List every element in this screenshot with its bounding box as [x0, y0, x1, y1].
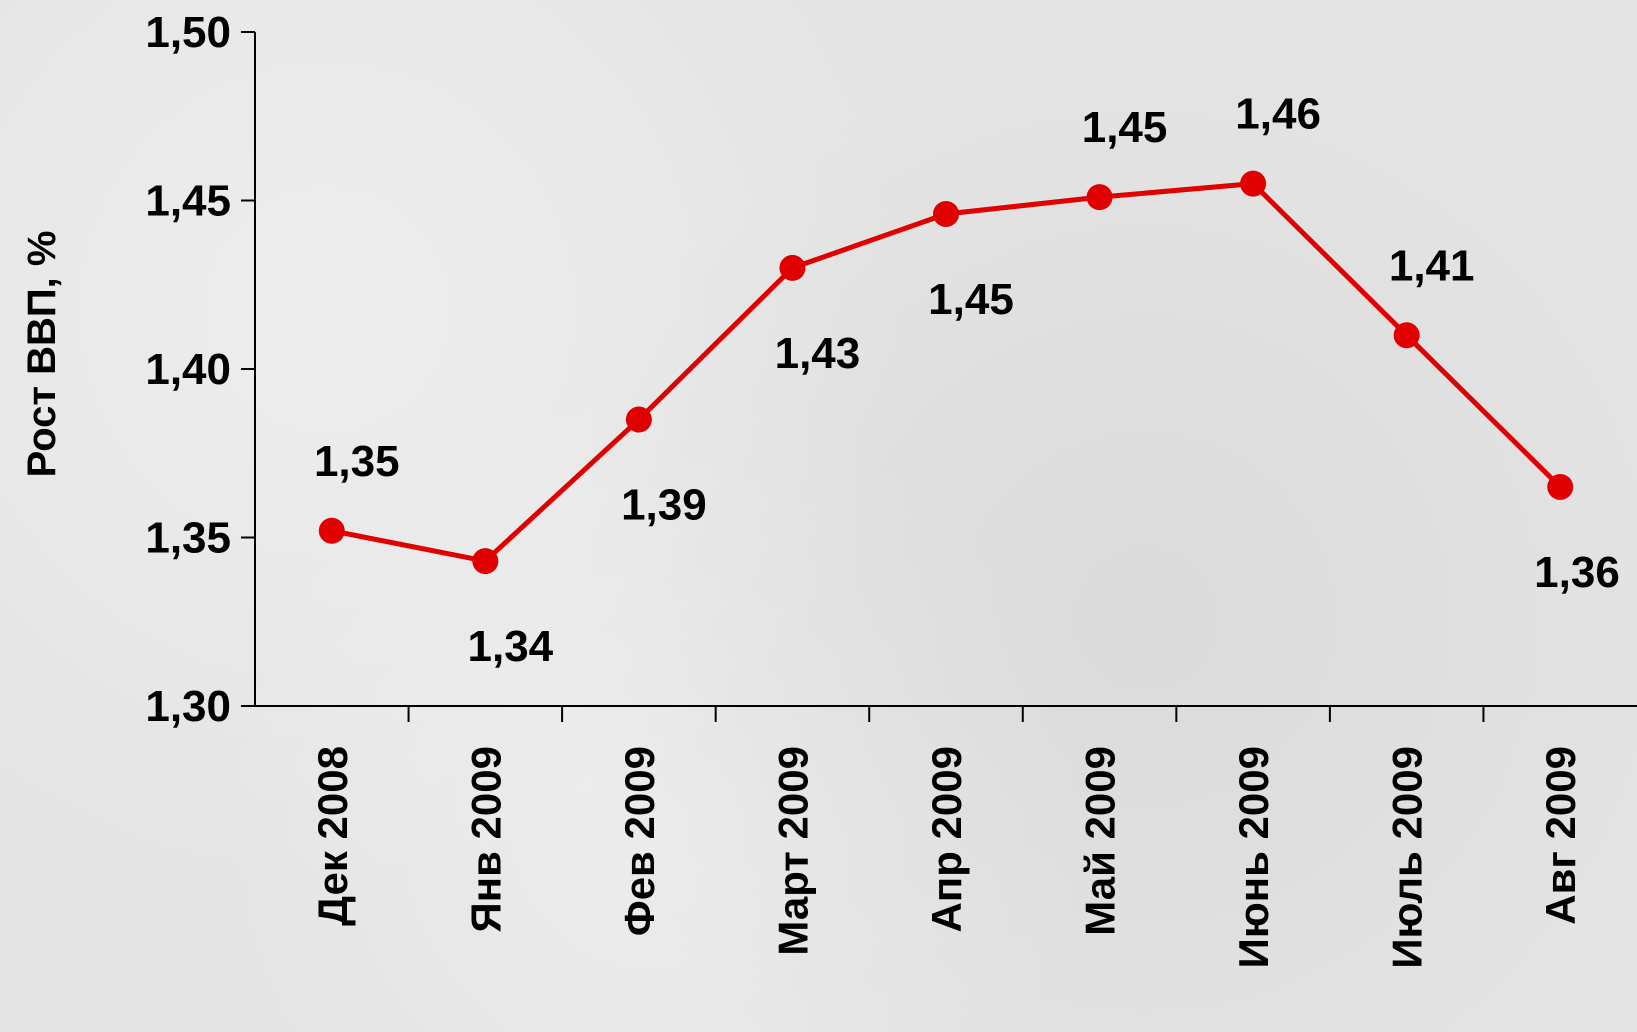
data-labels: 1,35 1,34 1,39 1,43 1,45 1,45 1,46 1,41 1,36: [314, 90, 1620, 671]
x-tick-label: Июль 2009: [1384, 746, 1431, 969]
data-point: [472, 548, 499, 575]
y-tick-label: 1,50: [145, 8, 231, 57]
y-tick-label: 1,30: [145, 682, 231, 731]
data-label: 1,41: [1389, 241, 1475, 290]
y-tick-label: 1,45: [145, 177, 231, 226]
x-tick-label: Дек 2008: [309, 746, 356, 926]
y-axis-title: Рост ВВП, %: [20, 231, 64, 478]
x-tick-label: Янв 2009: [462, 746, 509, 932]
series-line: [331, 181, 1562, 564]
x-tick-label: Май 2009: [1077, 746, 1124, 936]
x-tick-label: Март 2009: [769, 746, 816, 956]
data-label: 1,35: [314, 437, 400, 486]
data-point: [779, 254, 806, 281]
y-tick-label: 1,35: [145, 514, 231, 563]
y-axis-ticks: 1,30 1,35 1,40 1,45 1,50: [145, 8, 255, 731]
x-tick-label: Апр 2009: [923, 746, 970, 932]
data-point: [625, 406, 652, 433]
data-label: 1,43: [775, 329, 861, 378]
data-label: 1,46: [1235, 90, 1321, 139]
chart-axes: [254, 32, 1637, 707]
data-label: 1,34: [468, 622, 554, 671]
data-label: 1,36: [1534, 548, 1620, 597]
data-points: [318, 170, 1574, 575]
data-point: [1547, 473, 1574, 500]
data-point: [1393, 322, 1420, 349]
data-label: 1,45: [1082, 103, 1168, 152]
x-tick-label: Авг 2009: [1537, 746, 1584, 925]
data-label: 1,45: [928, 275, 1014, 324]
data-point: [1086, 184, 1113, 211]
x-axis-ticks: Дек 2008 Янв 2009 Фев 2009 Март 2009 Апр 200…: [309, 706, 1584, 969]
x-tick-label: Июнь 2009: [1230, 746, 1277, 968]
data-point: [933, 200, 959, 227]
y-tick-label: 1,40: [145, 345, 231, 394]
data-point: [318, 517, 345, 544]
x-tick-label: Фев 2009: [616, 746, 663, 936]
data-point: [1240, 170, 1267, 197]
data-label: 1,39: [621, 481, 707, 530]
